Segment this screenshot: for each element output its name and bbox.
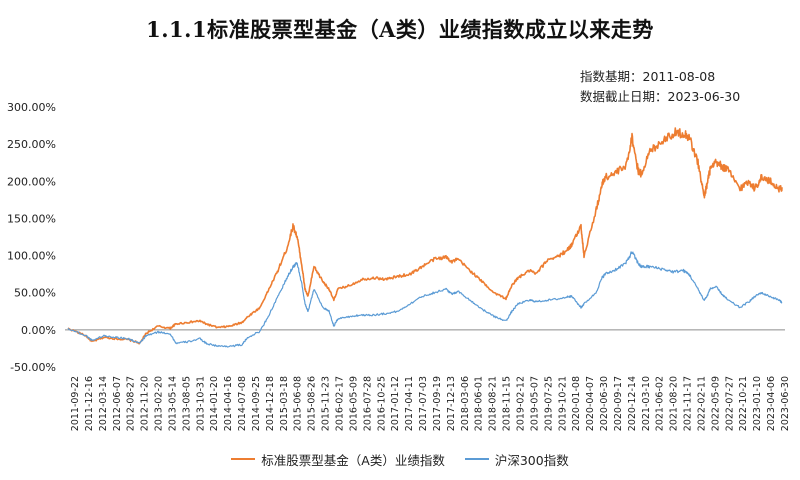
x-tick-label: 2014-01-20 bbox=[209, 376, 220, 431]
x-tick-label: 2017-04-11 bbox=[404, 376, 415, 431]
x-tick-label: 2023-01-10 bbox=[752, 376, 763, 431]
legend-item-fund: 标准股票型基金（A类）业绩指数 bbox=[231, 450, 445, 469]
y-tick-label: 100.00% bbox=[7, 250, 56, 263]
legend-label-fund: 标准股票型基金（A类）业绩指数 bbox=[261, 452, 445, 468]
x-tick-label: 2018-03-06 bbox=[460, 376, 471, 431]
x-tick-label: 2014-09-25 bbox=[251, 376, 262, 431]
x-tick-label: 2014-04-16 bbox=[223, 376, 234, 431]
series-line-fund bbox=[67, 127, 783, 345]
x-tick-label: 2022-05-09 bbox=[710, 376, 721, 431]
x-axis: 2011-09-22 2011-12-16 2012-03-14 2012-06-07… bbox=[70, 376, 791, 431]
x-tick-label: 2021-08-20 bbox=[669, 376, 680, 431]
legend: 标准股票型基金（A类）业绩指数 沪深300指数 bbox=[0, 448, 800, 469]
legend-swatch-fund bbox=[231, 458, 256, 460]
x-tick-label: 2021-06-02 bbox=[655, 376, 666, 431]
x-tick-label: 2019-07-25 bbox=[543, 376, 554, 431]
x-tick-label: 2013-02-20 bbox=[154, 376, 165, 431]
x-tick-label: 2016-05-09 bbox=[348, 376, 359, 431]
x-tick-label: 2011-09-22 bbox=[70, 376, 81, 431]
y-tick-label: -50.00% bbox=[10, 361, 56, 374]
x-tick-label: 2021-03-10 bbox=[641, 376, 652, 431]
x-tick-label: 2013-10-31 bbox=[195, 376, 206, 431]
x-tick-label: 2018-11-15 bbox=[502, 376, 513, 431]
x-tick-label: 2017-07-03 bbox=[418, 376, 429, 431]
x-tick-label: 2017-01-12 bbox=[390, 376, 401, 431]
x-tick-label: 2021-11-17 bbox=[683, 376, 694, 431]
x-tick-label: 2016-02-17 bbox=[335, 376, 346, 431]
x-tick-label: 2014-07-08 bbox=[237, 376, 248, 431]
x-tick-label: 2012-06-07 bbox=[112, 376, 123, 431]
x-tick-label: 2019-02-12 bbox=[515, 376, 526, 431]
x-tick-label: 2012-03-14 bbox=[98, 376, 109, 431]
x-tick-label: 2020-04-07 bbox=[585, 376, 596, 431]
y-tick-label: 300.00% bbox=[7, 101, 56, 114]
x-tick-label: 2015-11-23 bbox=[321, 376, 332, 431]
y-tick-label: 50.00% bbox=[14, 287, 56, 300]
x-tick-label: 2016-07-28 bbox=[362, 376, 373, 431]
y-tick-label: 150.00% bbox=[7, 212, 56, 225]
series-layer bbox=[67, 127, 783, 348]
legend-label-hs300: 沪深300指数 bbox=[494, 452, 569, 468]
end-date-note: 数据截止日期：2023-06-30 bbox=[580, 89, 741, 104]
x-tick-label: 2023-06-30 bbox=[780, 376, 791, 431]
base-date-note: 指数基期：2011-08-08 bbox=[580, 69, 716, 84]
y-axis: 300.00% 250.00% 200.00% 150.00% 100.00% 50.00… bbox=[7, 101, 785, 374]
x-tick-label: 2012-11-20 bbox=[140, 376, 151, 431]
x-tick-label: 2016-10-25 bbox=[376, 376, 387, 431]
x-tick-label: 2023-04-06 bbox=[766, 376, 777, 431]
x-tick-label: 2019-05-07 bbox=[529, 376, 540, 431]
x-tick-label: 2017-12-13 bbox=[446, 376, 457, 431]
x-tick-label: 2018-06-01 bbox=[474, 376, 485, 431]
y-tick-label: 250.00% bbox=[7, 138, 56, 151]
x-tick-label: 2013-05-14 bbox=[167, 376, 178, 431]
y-tick-label: 200.00% bbox=[7, 175, 56, 188]
x-tick-label: 2022-10-21 bbox=[738, 376, 749, 431]
x-tick-label: 2022-07-27 bbox=[724, 376, 735, 431]
x-tick-label: 2014-12-18 bbox=[265, 376, 276, 431]
x-tick-label: 2020-12-14 bbox=[627, 376, 638, 431]
x-tick-label: 2015-08-26 bbox=[307, 376, 318, 431]
x-tick-label: 2015-03-18 bbox=[279, 376, 290, 431]
y-tick-label: 0.00% bbox=[21, 324, 56, 337]
x-tick-label: 2020-06-30 bbox=[599, 376, 610, 431]
legend-swatch-hs300 bbox=[464, 458, 489, 460]
x-tick-label: 2011-12-16 bbox=[84, 376, 95, 431]
x-tick-label: 2013-08-05 bbox=[181, 376, 192, 431]
series-line-hs300 bbox=[67, 251, 783, 348]
x-tick-label: 2015-06-08 bbox=[293, 376, 304, 431]
x-tick-label: 2022-02-11 bbox=[696, 376, 707, 431]
x-tick-label: 2012-08-27 bbox=[126, 376, 137, 431]
x-tick-label: 2018-08-21 bbox=[488, 376, 499, 431]
x-tick-label: 2020-01-08 bbox=[571, 376, 582, 431]
legend-item-hs300: 沪深300指数 bbox=[464, 450, 569, 469]
x-tick-label: 2017-09-19 bbox=[432, 376, 443, 431]
x-tick-label: 2019-10-21 bbox=[557, 376, 568, 431]
x-tick-label: 2020-09-17 bbox=[613, 376, 624, 431]
chart-title: 1.1.1标准股票型基金（A类）业绩指数成立以来走势 bbox=[146, 17, 654, 42]
